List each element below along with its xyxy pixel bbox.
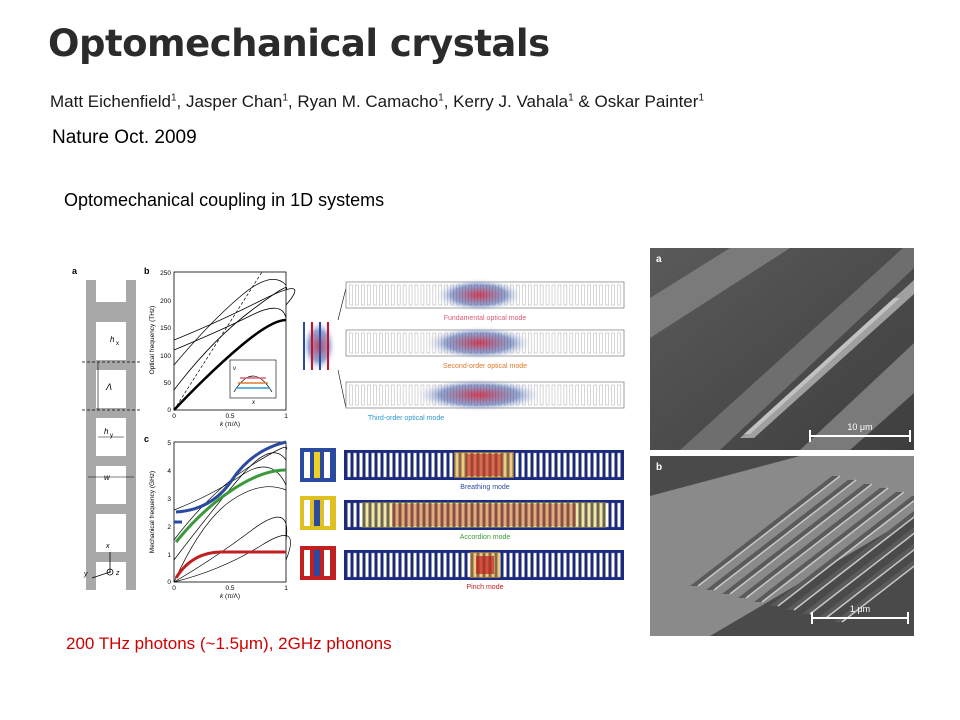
author-list: Matt Eichenfield1, Jasper Chan1, Ryan M.…: [50, 92, 704, 111]
hx-label: h: [110, 335, 115, 344]
author-name: Jasper Chan: [185, 92, 283, 111]
page-title: Optomechanical crystals: [48, 22, 550, 65]
hy-sub-label: y: [110, 433, 113, 439]
optical-ytick: 150: [160, 325, 171, 332]
optical-band-chart: Optical frequency (THz) 250 200 150 100 …: [149, 270, 296, 428]
footnote-text: 200 THz photons (~1.5μm), 2GHz phonons: [66, 634, 392, 653]
inset-xlabel: x: [251, 400, 256, 406]
axis-y-label: y: [83, 571, 88, 578]
accordion-mode: Accordion mode: [344, 500, 624, 541]
scale-bar-a-label: 10 μm: [847, 422, 872, 432]
mechanical-chart-xlabel: k (π/Λ): [220, 593, 240, 600]
mechanical-ytick: 2: [167, 524, 171, 531]
optical-ytick: 0: [167, 407, 171, 414]
author-name: Matt Eichenfield: [50, 92, 171, 111]
scale-bar-b: 1 μm: [811, 604, 909, 624]
mechanical-ytick: 3: [167, 496, 171, 503]
pinch-mode-label: Pinch mode: [467, 584, 504, 591]
mechanical-ytick: 0: [167, 579, 171, 586]
accordion-mode-label: Accordion mode: [460, 534, 511, 541]
optical-cell-mode-thumbnail: [302, 320, 336, 372]
optical-xlabel-unit: (π/Λ): [223, 421, 240, 428]
author-affiliation: 1: [282, 92, 288, 104]
optical-ytick: 200: [160, 298, 171, 305]
optical-xlabel-k: k: [220, 421, 224, 428]
author-name: Oskar Painter: [594, 92, 699, 111]
slide-subtitle: Optomechanical coupling in 1D systems: [64, 190, 385, 210]
axis-indicator: x y z: [83, 543, 120, 579]
optical-mode-2-label: Second-order optical mode: [443, 363, 527, 370]
optical-ytick: 100: [160, 353, 171, 360]
optical-xtick: 1: [284, 413, 288, 420]
optical-xtick: 0: [172, 413, 176, 420]
panel-a-label: a: [72, 266, 78, 276]
optical-ytick: 50: [164, 380, 172, 387]
scale-bar-b-label: 1 μm: [850, 604, 870, 614]
optical-mode-3-label: Third-order optical mode: [368, 415, 444, 422]
figure-panel: a h x Λ h y w x y z b Optical frequency …: [72, 266, 625, 600]
scale-bar-a: 10 μm: [809, 422, 911, 442]
sem-image-b: b 1 μm: [650, 456, 914, 636]
optical-ytick: 250: [160, 270, 171, 277]
optical-mode-1-label: Fundamental optical mode: [444, 315, 527, 322]
optical-mode-1: Fundamental optical mode: [345, 278, 625, 322]
breathing-mode: Breathing mode: [344, 450, 624, 491]
w-label: w: [104, 473, 111, 482]
unit-cell-diagram: h x Λ h y w: [82, 280, 142, 590]
sem-b-panel-label: b: [656, 462, 662, 473]
mechanical-chart-ylabel: Mechanical frequency (GHz): [149, 471, 156, 553]
optical-inset: ν x: [229, 359, 277, 406]
mechanical-cell-thumbnails: [300, 448, 336, 580]
journal-citation: Nature Oct. 2009: [52, 127, 197, 148]
breathing-mode-label: Breathing mode: [460, 484, 510, 491]
panel-c-label: c: [144, 434, 149, 444]
author-affiliation: 1: [170, 92, 177, 104]
optical-chart-ylabel: Optical frequency (THz): [149, 306, 156, 375]
author-affiliation: 1: [438, 92, 444, 104]
author-name: Ryan M. Camacho: [297, 92, 439, 111]
mechanical-xtick: 0: [172, 585, 176, 592]
mechanical-band-chart: Mechanical frequency (GHz) 5 4 3 2 1 0 0…: [149, 440, 291, 600]
mechanical-ytick: 5: [167, 440, 171, 447]
mechanical-xtick: 0.5: [225, 585, 234, 592]
axis-z-label: z: [115, 570, 120, 577]
mechanical-ytick: 1: [167, 552, 171, 559]
lambda-label: Λ: [105, 382, 112, 392]
optical-xtick: 0.5: [225, 413, 234, 420]
pinch-mode: Pinch mode: [344, 550, 624, 591]
hy-label: h: [104, 427, 109, 436]
mechanical-ytick: 4: [167, 468, 171, 475]
axis-x-label: x: [105, 543, 110, 550]
optical-mode-3: Third-order optical mode: [345, 378, 625, 422]
optical-mode-2: Second-order optical mode: [345, 326, 625, 370]
sem-a-panel-label: a: [656, 254, 662, 265]
optical-chart-xlabel: k (π/Λ): [220, 421, 240, 428]
author-affiliation: 1: [698, 92, 704, 104]
author-affiliation: 1: [568, 92, 574, 104]
hx-sub-label: x: [116, 341, 119, 347]
mechanical-xtick: 1: [284, 585, 288, 592]
inset-ylabel: ν: [233, 366, 236, 372]
author-name: Kerry J. Vahala: [453, 92, 569, 111]
sem-image-a: a 10 μm: [650, 248, 914, 450]
mechanical-xlabel-unit: (π/Λ): [223, 593, 240, 600]
mechanical-xlabel-k: k: [220, 593, 224, 600]
panel-b-label: b: [144, 266, 150, 276]
